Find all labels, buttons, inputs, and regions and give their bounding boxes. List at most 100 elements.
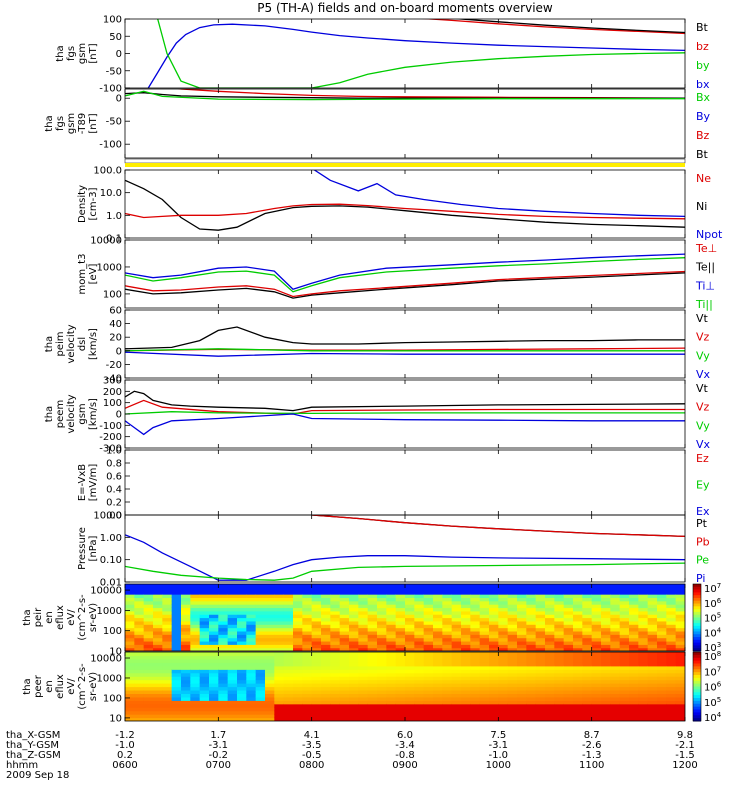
- electron_spec-cell: [330, 665, 341, 670]
- electron_spec-cell: [638, 714, 649, 719]
- ion_spec-cell: [526, 604, 537, 609]
- electron_spec-cell: [666, 669, 677, 674]
- ion_spec-cell: [433, 610, 443, 615]
- electron_spec-cell: [489, 658, 499, 663]
- ion_spec-cell: [610, 587, 621, 592]
- electron_spec-cell: [377, 672, 387, 677]
- orbit-value: 0900: [392, 760, 417, 771]
- ion_spec-cell: [302, 584, 313, 588]
- density-frame: [124, 169, 686, 239]
- electron_spec-cell: [367, 672, 378, 677]
- ion_spec-cell: [218, 614, 229, 619]
- electron_spec-cell: [414, 700, 425, 705]
- ion_spec-cell: [451, 644, 462, 649]
- ion_spec-cell: [349, 614, 359, 619]
- ion_spec-cell: [171, 640, 182, 645]
- ion_spec-cell: [181, 620, 191, 625]
- electron_spec-cell: [386, 710, 397, 715]
- electron_spec-cell: [507, 676, 518, 681]
- ion_spec-cell: [330, 630, 341, 635]
- ion_spec-cell: [246, 644, 257, 649]
- electron_spec-cell: [162, 652, 173, 657]
- ion_spec-cell: [395, 594, 406, 598]
- svg-text:tha: tha: [22, 609, 33, 625]
- electron_spec-cell: [610, 693, 621, 698]
- electron_spec-cell: [190, 683, 201, 688]
- electron_spec-cell: [470, 700, 481, 705]
- ion_spec-cell: [125, 597, 135, 602]
- ion_spec-cell: [134, 597, 145, 602]
- ion_spec-cell: [209, 644, 219, 649]
- ion_spec-cell: [143, 644, 154, 649]
- electron_spec-cell: [582, 672, 593, 677]
- ion_spec-cell: [666, 617, 677, 622]
- ion_spec-cell: [237, 600, 247, 605]
- electron_spec-cell: [498, 669, 509, 674]
- ion_spec-cell: [489, 647, 499, 651]
- electron_spec-cell: [218, 717, 229, 721]
- ion_spec-cell: [479, 594, 490, 598]
- electron_spec-cell: [190, 655, 201, 660]
- electron_spec-cell: [171, 672, 182, 677]
- electron_spec-cell: [498, 717, 509, 721]
- ion_spec-cell: [451, 594, 462, 598]
- ion_spec-cell: [377, 620, 387, 625]
- ion_spec-cell: [377, 644, 387, 649]
- electron_spec-cell: [582, 658, 593, 663]
- electron_spec-cell: [423, 669, 434, 674]
- electron_spec-cell: [629, 717, 639, 721]
- electron_spec-cell: [498, 714, 509, 719]
- ion_spec-cell: [517, 600, 527, 605]
- temperature-legend-ti: Ti||: [695, 298, 713, 311]
- electron_spec-cell: [265, 665, 275, 670]
- ion_spec-cell: [470, 640, 481, 645]
- ion_spec-cell: [190, 630, 201, 635]
- electron_spec-cell: [386, 655, 397, 660]
- orbit-value: 1100: [579, 760, 604, 771]
- electron_spec-cell: [601, 714, 611, 719]
- electron_spec-cell: [405, 714, 415, 719]
- ion_spec-cell: [265, 607, 275, 612]
- electron_spec-cell: [423, 717, 434, 721]
- electron_spec-cell: [461, 686, 471, 691]
- electron_spec-cell: [535, 693, 546, 698]
- electron_spec-cell: [321, 689, 331, 694]
- electron_spec-cell: [386, 693, 397, 698]
- ion_spec-cell: [507, 584, 518, 588]
- ion_spec-cell: [162, 614, 173, 619]
- velocity_dsl-legend-vt: Vt: [696, 312, 709, 325]
- electron_spec-cell: [237, 700, 247, 705]
- svg-text:(cm^2-s-: (cm^2-s-: [77, 663, 88, 710]
- electron_spec-cell: [535, 714, 546, 719]
- ion_spec-cell: [209, 590, 219, 595]
- electron_spec-cell: [451, 707, 462, 712]
- electron_spec-cell: [666, 717, 677, 721]
- electron_spec-cell: [358, 683, 369, 688]
- electron_spec-cell: [545, 652, 555, 657]
- electron_spec-cell: [526, 714, 537, 719]
- ion_spec-cell: [339, 634, 350, 639]
- electron_spec-cell: [675, 683, 685, 688]
- electron_spec-cell: [647, 703, 658, 708]
- efield-tick-label: 0.0: [106, 511, 122, 522]
- ion_spec-cell: [423, 590, 434, 595]
- ion_spec-cell: [143, 604, 154, 609]
- svg-text:fgs: fgs: [55, 116, 66, 131]
- electron_spec-cell: [657, 703, 667, 708]
- electron_spec-cell: [302, 652, 313, 657]
- electron_spec-cell: [461, 665, 471, 670]
- ion_spec-cell: [405, 637, 415, 642]
- electron_spec-cell: [255, 665, 266, 670]
- electron_spec-cell: [498, 652, 509, 657]
- electron_spec-cell: [535, 655, 546, 660]
- ion_spec-cell: [675, 637, 685, 642]
- ion_spec-cell: [218, 600, 229, 605]
- ion_spec-cell: [330, 647, 341, 651]
- electron_spec-cell: [405, 707, 415, 712]
- ion_spec-cell: [181, 637, 191, 642]
- electron_spec-cell: [367, 669, 378, 674]
- electron_spec-cell: [330, 717, 341, 721]
- ion_spec-cell: [358, 614, 369, 619]
- ion_spec-cell: [638, 610, 649, 615]
- ion_spec-cell: [526, 590, 537, 595]
